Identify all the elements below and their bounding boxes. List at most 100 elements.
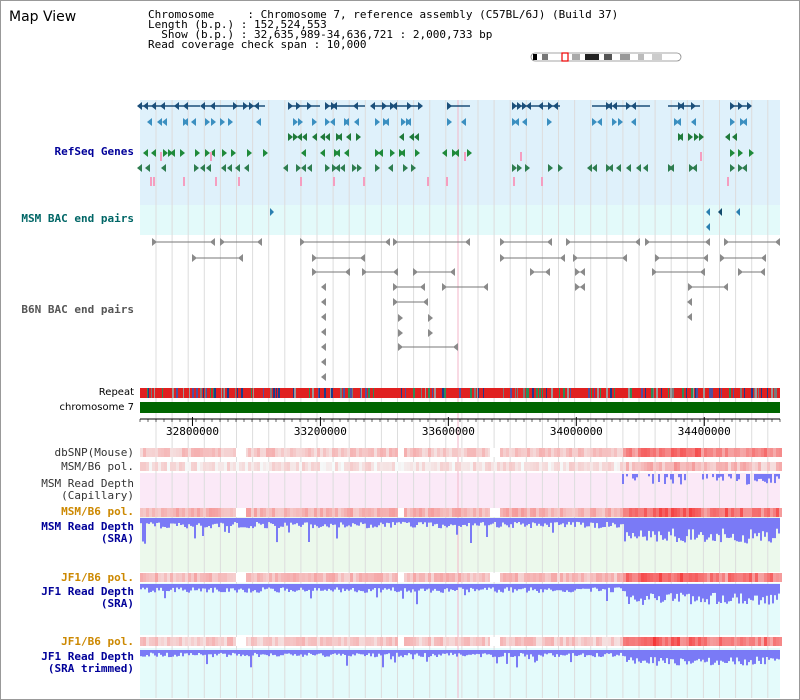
heat-cell — [701, 462, 704, 471]
depth-bar — [198, 518, 200, 524]
heat-cell — [428, 573, 431, 582]
track-label-jf1-b6-pol-2[interactable]: JF1/B6 pol. — [61, 635, 134, 648]
track-label-msm-b6-pol-1[interactable]: MSM/B6 pol. — [61, 460, 134, 473]
polymorphism-heat-tracks[interactable] — [140, 448, 782, 646]
heat-cell — [209, 508, 212, 517]
depth-bar — [214, 518, 216, 524]
chromosome-bar[interactable] — [140, 402, 780, 413]
track-label-b6n-bac[interactable]: B6N BAC end pairs — [21, 303, 134, 316]
depth-bar — [244, 584, 246, 593]
gene-glyph — [312, 268, 317, 276]
b6n-bac-glyphs[interactable] — [152, 238, 780, 381]
heat-cell — [560, 448, 563, 457]
depth-bar — [384, 518, 386, 527]
gene-glyph — [257, 238, 262, 246]
track-label-msm-b6-pol-2[interactable]: MSM/B6 pol. — [61, 505, 134, 518]
heat-cell — [527, 573, 530, 582]
gene-glyph — [406, 118, 411, 126]
depth-bar — [620, 650, 622, 653]
heat-cell — [596, 508, 599, 517]
track-label-msm-depth-capillary[interactable]: MSM Read Depth — [41, 477, 134, 490]
refseq-genes-glyphs[interactable] — [137, 102, 754, 186]
gene-glyph — [597, 118, 602, 126]
gene-glyph — [321, 358, 326, 366]
heat-cell — [533, 637, 536, 646]
track-label-refseq[interactable]: RefSeq Genes — [54, 145, 134, 158]
heat-cell — [299, 637, 302, 646]
depth-bar — [610, 518, 612, 526]
depth-bar — [158, 584, 160, 591]
depth-bar — [644, 650, 646, 661]
depth-bar — [656, 584, 658, 601]
gene-glyph — [522, 118, 527, 126]
heat-cell — [152, 462, 155, 471]
gene-glyph — [645, 238, 650, 246]
gene-glyph — [652, 268, 657, 276]
gene-glyph — [580, 268, 585, 276]
depth-bar — [684, 518, 686, 543]
depth-bar — [768, 518, 770, 542]
depth-bar — [726, 650, 728, 663]
heat-cell — [653, 448, 656, 457]
depth-bar — [730, 518, 732, 538]
heat-cell — [185, 573, 188, 582]
heat-cell — [488, 462, 491, 471]
depth-bar — [630, 518, 632, 539]
chromosome-ideogram[interactable] — [530, 52, 682, 62]
track-label-dbsnp[interactable]: dbSNP(Mouse) — [54, 446, 134, 459]
track-label-msm-depth-sra[interactable]: MSM Read Depth — [41, 520, 134, 533]
track-label-jf1-b6-pol-1[interactable]: JF1/B6 pol. — [61, 571, 134, 584]
depth-bar — [664, 650, 666, 663]
heat-cell — [623, 448, 626, 457]
depth-bar — [658, 474, 660, 482]
depth-bar — [224, 584, 226, 593]
track-label-jf1-depth-trimmed[interactable]: JF1 Read Depth — [41, 650, 134, 663]
gene-glyph — [393, 238, 398, 246]
depth-bar — [654, 584, 656, 599]
heat-cell — [617, 508, 620, 517]
heat-cell — [179, 462, 182, 471]
gene-glyph — [558, 164, 563, 172]
heat-cell — [248, 448, 251, 457]
depth-bar — [580, 584, 582, 590]
heat-cell — [749, 637, 752, 646]
heat-cell — [341, 573, 344, 582]
depth-bar — [378, 518, 380, 526]
depth-bar — [302, 518, 304, 525]
gene-glyph — [398, 343, 403, 351]
depth-bar — [182, 584, 184, 591]
gene-glyph — [587, 164, 592, 172]
depth-bar — [722, 650, 724, 662]
heat-cell — [461, 462, 464, 471]
heat-cell — [767, 637, 770, 646]
heat-cell — [449, 508, 452, 517]
depth-bar — [532, 584, 534, 591]
depth-bar — [720, 518, 722, 543]
heat-cell — [599, 448, 602, 457]
heat-cell — [671, 448, 674, 457]
repeat-element — [703, 388, 705, 398]
heat-cell — [425, 573, 428, 582]
heat-cell — [470, 573, 473, 582]
track-label-jf1-depth-sra[interactable]: JF1 Read Depth — [41, 585, 134, 598]
depth-bar — [280, 584, 282, 588]
repeat-track[interactable] — [140, 388, 780, 398]
gene-glyph — [689, 164, 694, 172]
heat-cell — [164, 448, 167, 457]
track-label-msm-bac[interactable]: MSM BAC end pairs — [21, 212, 134, 225]
track-label-jf1-depth-trimmed-2: (SRA trimmed) — [47, 662, 134, 675]
depth-bar — [318, 650, 320, 654]
heat-cell — [575, 462, 578, 471]
repeat-element — [614, 388, 615, 398]
depth-bar — [372, 518, 374, 528]
read-depth-tracks[interactable] — [140, 474, 780, 668]
heat-cell — [476, 573, 479, 582]
heat-cell — [290, 573, 293, 582]
heat-cell — [716, 573, 719, 582]
msm-bac-glyphs[interactable] — [270, 208, 740, 231]
depth-bar — [156, 650, 158, 657]
depth-bar — [144, 584, 146, 590]
depth-bar — [740, 650, 742, 664]
depth-bar — [372, 584, 374, 590]
